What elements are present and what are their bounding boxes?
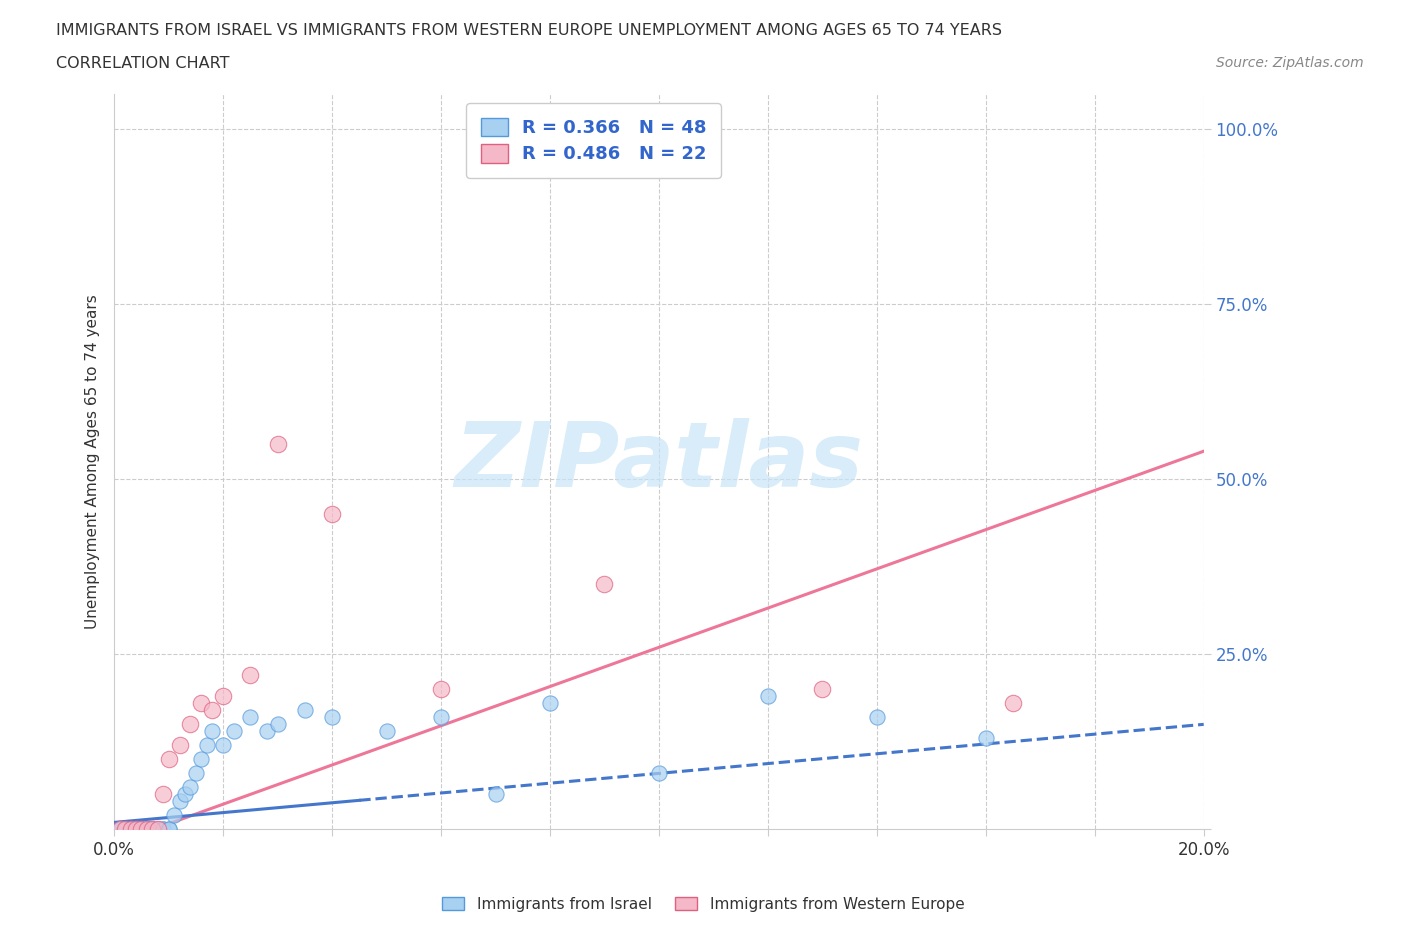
Point (157, 752, 180, 767)
Point (131, 822, 153, 837)
Point (146, 822, 169, 837)
Point (152, 822, 174, 837)
Point (239, 710, 262, 724)
Point (212, 737, 235, 752)
Point (120, 822, 142, 837)
Point (146, 822, 169, 837)
Point (430, 710, 453, 724)
Point (125, 822, 148, 837)
Point (157, 822, 180, 837)
Point (125, 822, 148, 837)
Point (866, 710, 889, 724)
Point (201, 724, 224, 738)
Point (152, 787, 174, 802)
Point (120, 822, 142, 837)
Point (131, 822, 153, 837)
Point (114, 822, 136, 837)
Point (593, 577, 616, 591)
Point (135, 822, 157, 837)
Text: ZIPatlas: ZIPatlas (454, 418, 863, 506)
Point (141, 822, 163, 837)
Point (811, 682, 834, 697)
Legend: R = 0.366   N = 48, R = 0.486   N = 22: R = 0.366 N = 48, R = 0.486 N = 22 (467, 103, 721, 178)
Point (190, 752, 212, 767)
Point (430, 682, 453, 697)
Legend: Immigrants from Israel, Immigrants from Western Europe: Immigrants from Israel, Immigrants from … (436, 890, 970, 918)
Point (114, 822, 136, 837)
Point (169, 737, 191, 752)
Point (256, 724, 278, 738)
Point (222, 724, 245, 738)
Text: IMMIGRANTS FROM ISRAEL VS IMMIGRANTS FROM WESTERN EUROPE UNEMPLOYMENT AMONG AGES: IMMIGRANTS FROM ISRAEL VS IMMIGRANTS FRO… (56, 23, 1002, 38)
Point (239, 668, 262, 683)
Point (184, 766, 207, 781)
Point (131, 822, 153, 837)
Point (195, 737, 218, 752)
Point (125, 822, 148, 837)
Point (108, 822, 131, 837)
Point (141, 822, 163, 837)
Point (114, 822, 136, 837)
Point (146, 822, 169, 837)
Point (212, 689, 235, 704)
Point (321, 710, 343, 724)
Point (131, 822, 153, 837)
Point (1002, 696, 1025, 711)
Point (114, 822, 136, 837)
Point (375, 724, 398, 738)
Point (125, 822, 148, 837)
Point (169, 794, 191, 809)
Point (648, 766, 671, 781)
Point (201, 703, 224, 718)
Text: Source: ZipAtlas.com: Source: ZipAtlas.com (1216, 56, 1364, 70)
Point (157, 822, 180, 837)
Point (108, 822, 131, 837)
Point (135, 822, 157, 837)
Point (120, 822, 142, 837)
Point (321, 507, 343, 522)
Point (538, 696, 561, 711)
Point (135, 822, 157, 837)
Point (152, 822, 174, 837)
Point (190, 696, 212, 711)
Point (163, 808, 186, 823)
Text: CORRELATION CHART: CORRELATION CHART (56, 56, 229, 71)
Point (484, 787, 506, 802)
Point (756, 689, 779, 704)
Point (974, 731, 997, 746)
Point (266, 437, 288, 452)
Y-axis label: Unemployment Among Ages 65 to 74 years: Unemployment Among Ages 65 to 74 years (86, 295, 100, 629)
Point (120, 822, 142, 837)
Point (141, 822, 163, 837)
Point (108, 822, 131, 837)
Point (108, 822, 131, 837)
Point (294, 703, 316, 718)
Point (179, 717, 201, 732)
Point (179, 780, 201, 795)
Point (266, 717, 288, 732)
Point (174, 787, 197, 802)
